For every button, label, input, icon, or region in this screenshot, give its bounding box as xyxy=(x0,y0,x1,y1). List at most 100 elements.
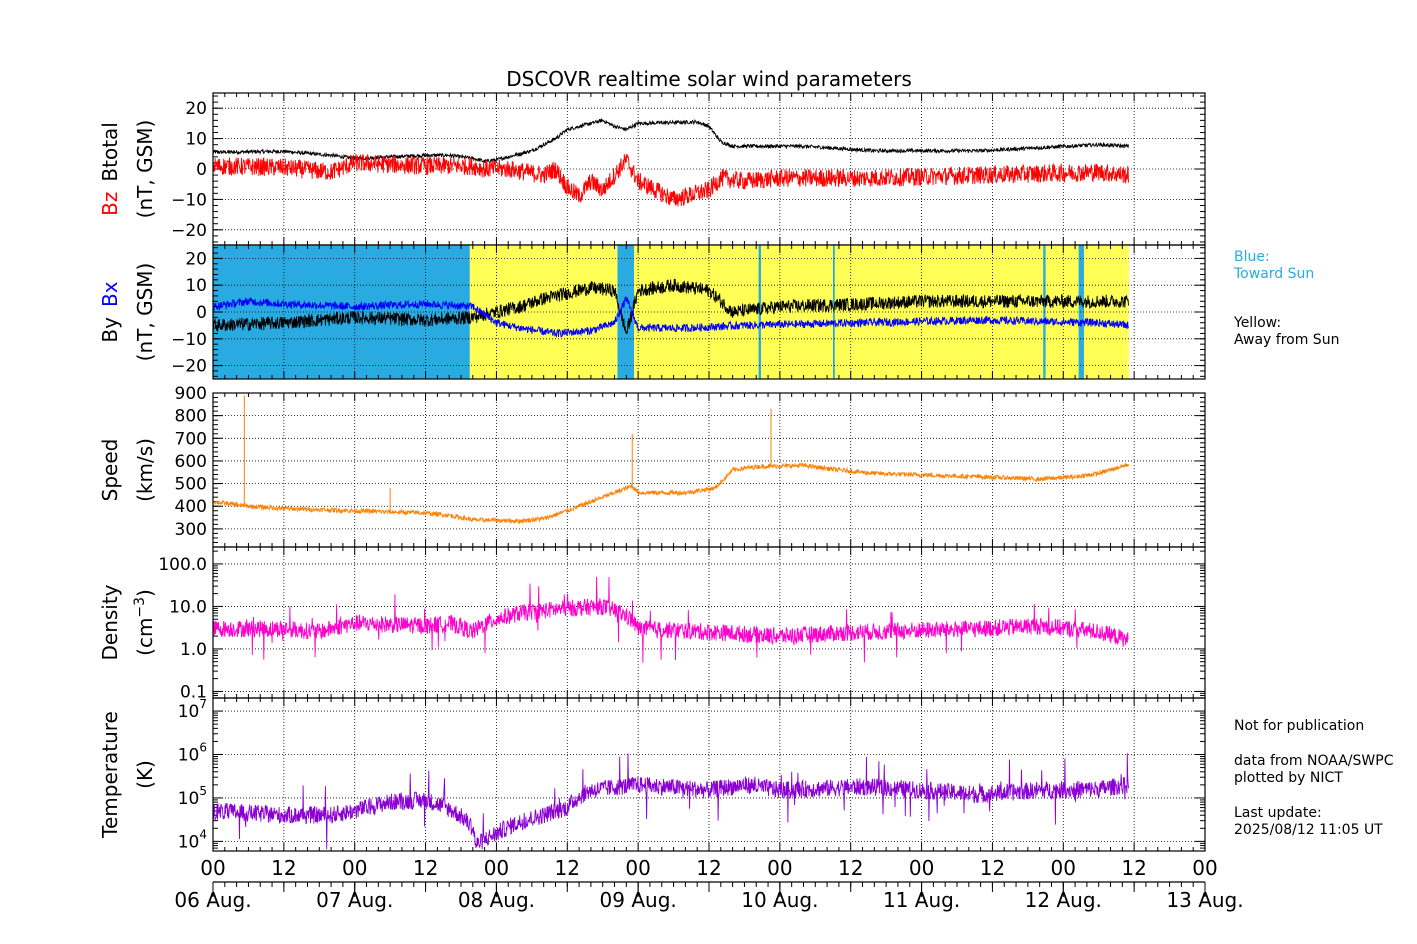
y-tick-label: −10 xyxy=(171,190,207,210)
y-axis-label-part: Bx xyxy=(98,281,122,317)
y-tick-label: 10 xyxy=(185,130,207,150)
y-axis-label-part: Temperature xyxy=(98,711,122,839)
panel-frame xyxy=(212,392,1206,548)
y-axis-label-part: Density xyxy=(98,584,122,660)
series-line-by xyxy=(213,278,1129,335)
y-axis-units: (nT, GSM) xyxy=(133,263,157,362)
y-axis-label-part: Speed xyxy=(98,439,122,502)
panels: 20 10 0 −10 −20 Bz Btotal (nT, GSM) 20 10 0 −10 −20… xyxy=(98,92,1206,852)
x-tick-label: 12 xyxy=(1121,856,1146,880)
x-tick-label: 12 xyxy=(413,856,438,880)
y-tick-exponent: 7 xyxy=(199,697,207,711)
y-tick-label: 400 xyxy=(175,497,207,517)
y-tick-label: 20 xyxy=(185,99,207,119)
side-notes: Blue: Toward Sun Yellow: Away from Sun N… xyxy=(1233,249,1394,838)
series-line-speed xyxy=(213,461,1129,525)
y-axis-label-part: Btotal xyxy=(98,122,122,191)
x-date-label: 10 Aug. xyxy=(741,888,818,912)
panel-by-bx: 20 10 0 −10 −20 By Bx (nT, GSM) xyxy=(98,244,1206,380)
y-axis-units-exponent: −3 xyxy=(132,597,148,618)
y-tick-label: 0 xyxy=(196,303,207,323)
y-tick-label: 107 xyxy=(178,697,207,722)
legend-blue-title: Blue: xyxy=(1234,249,1270,265)
sector-band xyxy=(1078,245,1084,379)
series-line-bx xyxy=(213,296,1129,338)
y-tick-label: −20 xyxy=(171,357,207,377)
x-tick-label: 00 xyxy=(1192,856,1217,880)
x-tick-label: 12 xyxy=(980,856,1005,880)
y-tick-label: 1.0 xyxy=(180,640,207,660)
x-tick-label: 12 xyxy=(838,856,863,880)
x-axis: 00 12 00 12 00 12 00 12 00 12 00 12 00 12 00 06 Aug. 07 … xyxy=(174,856,1243,912)
series-line-bz xyxy=(213,153,1129,207)
panel-frame xyxy=(212,244,1206,380)
x-tick-label: 12 xyxy=(555,856,580,880)
x-date-label: 13 Aug. xyxy=(1166,888,1243,912)
y-tick-label: 10 xyxy=(185,276,207,296)
x-tick-label: 00 xyxy=(909,856,934,880)
y-tick-label: 10.0 xyxy=(169,597,207,617)
x-date-label: 07 Aug. xyxy=(316,888,393,912)
y-axis-units: (cm−3) xyxy=(132,589,157,656)
y-axis-label: By Bx xyxy=(98,281,122,342)
y-tick-label: 600 xyxy=(175,452,207,472)
x-tick-label: 12 xyxy=(696,856,721,880)
y-axis-label-part: By xyxy=(98,317,122,343)
x-date-label: 09 Aug. xyxy=(600,888,677,912)
plotted-by-note: plotted by NICT xyxy=(1234,770,1343,786)
x-tick-label: 12 xyxy=(271,856,296,880)
y-tick-exponent: 5 xyxy=(199,784,207,798)
y-tick-label: 100.0 xyxy=(158,555,207,575)
y-tick-label: −10 xyxy=(171,330,207,350)
x-tick-label: 00 xyxy=(200,856,225,880)
panel-temperature: 107 106 105 104 Temperature (K) xyxy=(98,697,1206,852)
y-tick-label: 500 xyxy=(175,475,207,495)
panel-btotal-bz: 20 10 0 −10 −20 Bz Btotal (nT, GSM) xyxy=(98,92,1206,246)
panel-frame xyxy=(212,697,1206,852)
series-line-temperature xyxy=(213,753,1129,850)
x-tick-label: 00 xyxy=(1051,856,1076,880)
y-tick-label: 20 xyxy=(185,249,207,269)
series-line-btotal xyxy=(213,118,1129,163)
y-tick-label: 900 xyxy=(175,384,207,404)
sector-band xyxy=(213,245,470,379)
sector-band xyxy=(617,245,635,379)
y-axis-label: Density xyxy=(98,584,122,660)
y-axis-label: Temperature xyxy=(98,711,122,839)
y-tick-label: 0 xyxy=(196,160,207,180)
y-tick-exponent: 4 xyxy=(199,827,207,841)
y-tick-label: 104 xyxy=(178,827,207,852)
x-date-label: 11 Aug. xyxy=(883,888,960,912)
series-line-density xyxy=(213,576,1129,663)
chart-title: DSCOVR realtime solar wind parameters xyxy=(506,67,912,91)
x-tick-label: 00 xyxy=(484,856,509,880)
sector-band xyxy=(833,245,835,379)
last-update-time: 2025/08/12 11:05 UT xyxy=(1234,822,1383,838)
y-axis-label-part: Bz xyxy=(98,192,122,216)
y-axis-units: (K) xyxy=(133,760,157,789)
legend-yellow-title: Yellow: xyxy=(1233,315,1281,331)
y-tick-exponent: 6 xyxy=(199,741,207,755)
x-date-label: 12 Aug. xyxy=(1025,888,1102,912)
y-tick-label: 800 xyxy=(175,407,207,427)
y-tick-label: 105 xyxy=(178,784,207,809)
legend-blue-desc: Toward Sun xyxy=(1233,266,1314,282)
x-date-label: 06 Aug. xyxy=(174,888,251,912)
legend-yellow-desc: Away from Sun xyxy=(1234,332,1339,348)
x-date-label: 08 Aug. xyxy=(458,888,535,912)
y-axis-units-close: ) xyxy=(133,589,157,597)
y-tick-label: 106 xyxy=(178,741,207,766)
y-axis-label: Bz Btotal xyxy=(98,122,122,216)
y-tick-label: −20 xyxy=(171,221,207,241)
y-axis-units: (km/s) xyxy=(133,438,157,502)
y-tick-label: 300 xyxy=(175,520,207,540)
sector-band xyxy=(634,245,1129,379)
y-axis-label: Speed xyxy=(98,439,122,502)
last-update-label: Last update: xyxy=(1234,805,1322,821)
panel-density: 100.0 10.0 1.0 0.1 Density (cm−3) xyxy=(98,546,1206,702)
x-tick-label: 00 xyxy=(342,856,367,880)
y-axis-units: (nT, GSM) xyxy=(133,120,157,219)
y-tick-label: 700 xyxy=(175,429,207,449)
